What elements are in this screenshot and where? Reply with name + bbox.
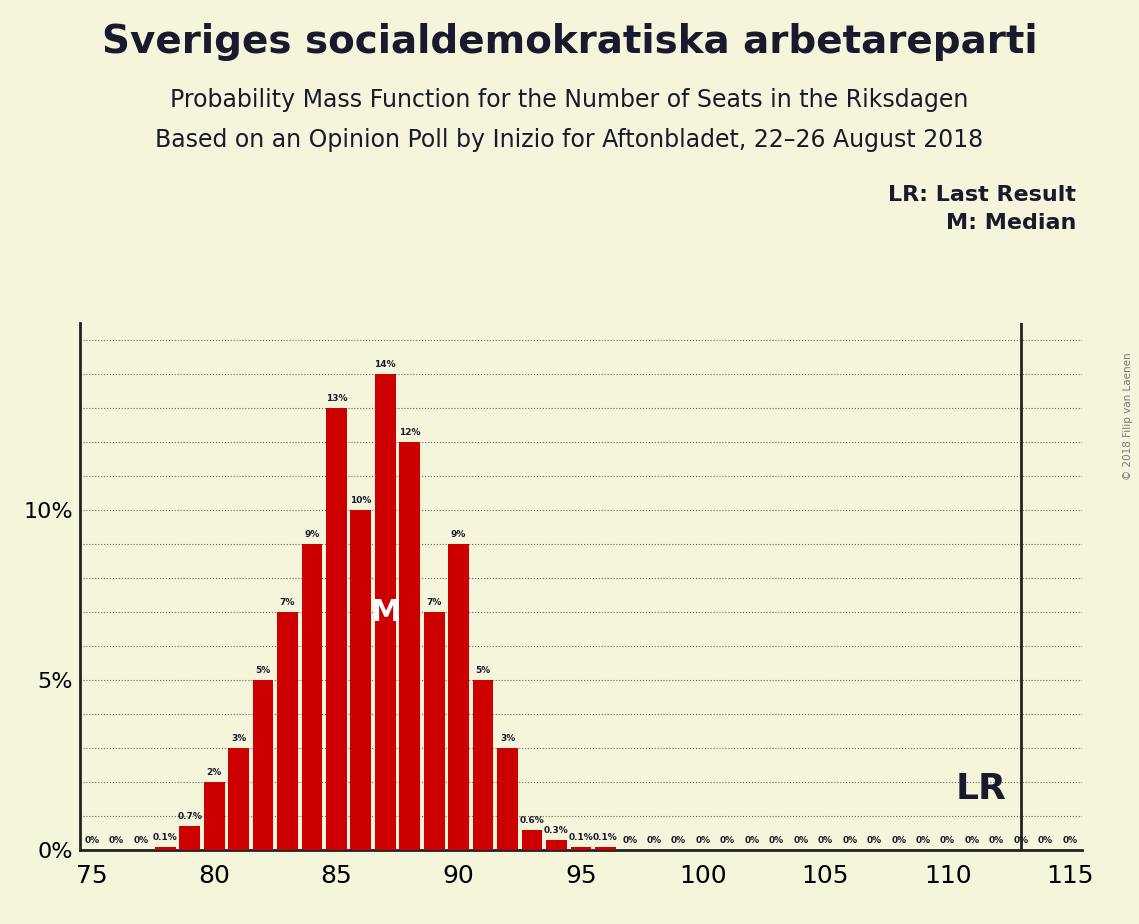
Text: 0%: 0% [989,836,1005,845]
Text: © 2018 Filip van Laenen: © 2018 Filip van Laenen [1123,352,1133,480]
Bar [375,374,395,850]
Bar [228,748,249,850]
Text: 0%: 0% [794,836,809,845]
Text: 0.6%: 0.6% [519,816,544,824]
Text: 14%: 14% [375,360,396,370]
Bar [473,680,493,850]
Bar [571,846,591,850]
Text: 0%: 0% [647,836,662,845]
Bar [449,544,469,850]
Text: M: M [370,598,401,626]
Text: 0%: 0% [867,836,882,845]
Text: 0%: 0% [1038,836,1052,845]
Text: 0%: 0% [965,836,980,845]
Text: 3%: 3% [500,734,515,743]
Text: 13%: 13% [326,395,347,403]
Text: 0%: 0% [916,836,931,845]
Bar [326,408,346,850]
Text: Probability Mass Function for the Number of Seats in the Riksdagen: Probability Mass Function for the Number… [171,88,968,112]
Text: 0.7%: 0.7% [178,812,203,821]
Bar [351,510,371,850]
Bar [595,846,616,850]
Text: 0%: 0% [891,836,907,845]
Text: 0%: 0% [622,836,638,845]
Text: 5%: 5% [475,666,491,675]
Text: 3%: 3% [231,734,246,743]
Text: 0%: 0% [133,836,148,845]
Bar [204,782,224,850]
Bar [424,613,444,850]
Text: LR: LR [956,772,1006,806]
Text: 0%: 0% [109,836,124,845]
Bar [277,613,298,850]
Text: Based on an Opinion Poll by Inizio for Aftonbladet, 22–26 August 2018: Based on an Opinion Poll by Inizio for A… [155,128,984,152]
Text: 0%: 0% [1063,836,1077,845]
Text: 0.1%: 0.1% [593,833,617,842]
Text: M: Median: M: Median [947,213,1076,233]
Text: 5%: 5% [255,666,271,675]
Text: 0%: 0% [818,836,833,845]
Text: 0.3%: 0.3% [544,826,568,834]
Text: 10%: 10% [350,496,371,505]
Text: LR: Last Result: LR: Last Result [888,185,1076,205]
Bar [400,443,420,850]
Text: 0%: 0% [940,836,956,845]
Bar [497,748,518,850]
Text: 7%: 7% [426,598,442,607]
Text: 0.1%: 0.1% [153,833,178,842]
Text: 0%: 0% [842,836,858,845]
Text: 12%: 12% [399,428,420,437]
Bar [522,830,542,850]
Bar [546,840,567,850]
Text: 0%: 0% [696,836,711,845]
Bar [179,826,200,850]
Text: 2%: 2% [206,768,222,777]
Text: Sveriges socialdemokratiska arbetareparti: Sveriges socialdemokratiska arbetarepart… [101,23,1038,61]
Text: 0%: 0% [720,836,735,845]
Text: 0.1%: 0.1% [568,833,593,842]
Text: 0%: 0% [671,836,686,845]
Text: 0%: 0% [84,836,99,845]
Text: 0%: 0% [745,836,760,845]
Bar [155,846,175,850]
Bar [253,680,273,850]
Bar [302,544,322,850]
Text: 9%: 9% [451,530,466,540]
Text: 7%: 7% [280,598,295,607]
Text: 0%: 0% [769,836,784,845]
Text: 0%: 0% [1014,836,1029,845]
Text: 9%: 9% [304,530,320,540]
